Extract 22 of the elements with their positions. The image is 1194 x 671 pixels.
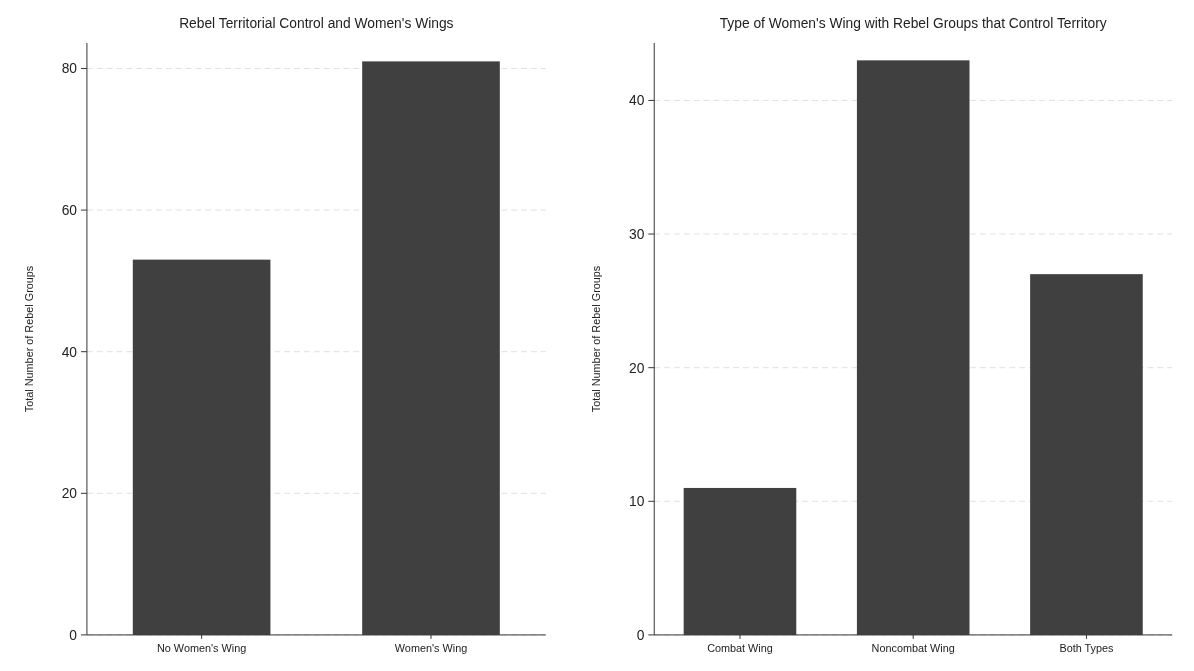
- bar: [683, 487, 797, 635]
- bar: [856, 60, 970, 635]
- y-tick-label: 20: [629, 359, 645, 376]
- x-tick-label: Combat Wing: [707, 641, 773, 654]
- x-tick-label: Both Types: [1059, 641, 1115, 654]
- chart-title: Rebel Territorial Control and Women's Wings: [179, 15, 454, 32]
- y-tick-label: 0: [636, 626, 645, 643]
- y-axis-title: Total Number of Rebel Groups: [589, 265, 602, 413]
- y-tick-label: 30: [629, 225, 645, 242]
- y-tick-label: 20: [61, 485, 78, 502]
- y-tick-label: 10: [629, 493, 645, 510]
- bar: [1030, 274, 1143, 635]
- y-axis-title: Total Number of Rebel Groups: [22, 265, 35, 413]
- x-tick-label: No Women's Wing: [157, 641, 247, 654]
- y-tick-label: 60: [61, 201, 78, 218]
- chart-title: Type of Women's Wing with Rebel Groups that Control Territory: [719, 15, 1107, 32]
- x-tick-label: Noncombat Wing: [871, 641, 955, 654]
- y-tick-label: 80: [61, 60, 78, 77]
- y-tick-label: 40: [629, 92, 645, 109]
- y-tick-label: 0: [69, 626, 78, 643]
- y-tick-label: 40: [61, 343, 78, 360]
- x-tick-label: Women's Wing: [394, 641, 468, 654]
